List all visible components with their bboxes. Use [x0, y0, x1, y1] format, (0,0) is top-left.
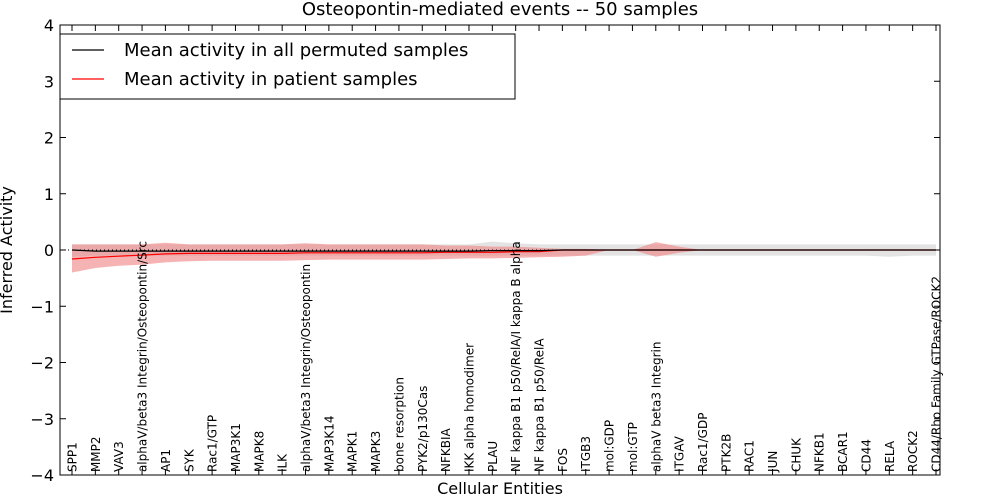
y-tick-label: 0	[44, 241, 54, 260]
category-label: NFKB1	[813, 432, 827, 472]
y-tick-label: 1	[44, 185, 54, 204]
x-axis-ticks	[71, 25, 937, 475]
x-axis-label: Cellular Entities	[437, 479, 563, 498]
legend-label-patient: Mean activity in patient samples	[124, 69, 418, 90]
category-label: AP1	[159, 449, 173, 472]
category-label: MAPK8	[252, 431, 266, 472]
legend-box	[59, 33, 516, 100]
y-tick-label: 3	[44, 72, 54, 91]
category-label: RELA	[883, 440, 897, 472]
category-labels: SPP1 MMP2 VAV3 alphaV/beta3 Integrin/Osteop…	[66, 241, 944, 473]
confidence-bands	[72, 241, 936, 273]
category-label: CHUK	[789, 437, 803, 472]
y-tick-label: −1	[30, 297, 54, 316]
category-label: RAC1	[743, 440, 757, 472]
y-axis-label: Inferred Activity	[0, 186, 16, 314]
category-label: VAV3	[112, 441, 126, 472]
category-label: PTK2B	[719, 434, 733, 472]
category-label: MAPK3	[369, 431, 383, 472]
category-label: PYK2/p130Cas	[416, 386, 430, 472]
category-label: bone resorption	[392, 377, 406, 472]
y-tick-label: −4	[30, 466, 54, 485]
series-line-0	[71, 249, 936, 252]
category-label: SYK	[182, 448, 196, 472]
category-label: alphaV/beta3 Integrin/Osteopontin	[299, 264, 313, 472]
legend: Mean activity in all permuted samples Me…	[59, 33, 516, 100]
y-tick-label: 2	[44, 129, 54, 148]
chart-title: Osteopontin-mediated events -- 50 sample…	[302, 0, 698, 20]
category-label: alphaV beta3 Integrin	[649, 341, 663, 472]
category-label: ILK	[276, 453, 290, 472]
category-label: mol:GTP	[626, 422, 640, 472]
category-label: MAPK1	[346, 431, 360, 472]
y-tick-label: −2	[30, 354, 54, 373]
category-label: ROCK2	[906, 430, 920, 472]
category-label: CD44/Rho Family GTPase/ROCK2	[930, 276, 944, 472]
category-label: PLAU	[486, 441, 500, 472]
y-axis-ticks: 4 3 2 1 0 −1 −2 −3 −4	[30, 16, 940, 485]
category-label: CD44	[859, 439, 873, 472]
legend-label-permuted: Mean activity in all permuted samples	[124, 40, 468, 61]
category-label: alphaV/beta3 Integrin/Osteopontin/Src	[136, 241, 150, 472]
category-label: BCAR1	[836, 431, 850, 472]
category-label: MAP3K14	[322, 415, 336, 472]
category-label: MAP3K1	[229, 423, 243, 472]
category-label: ITGB3	[579, 436, 593, 472]
category-label: NF kappa B1 p50/RelA/I kappa B alpha	[509, 241, 523, 472]
category-label: Rac1/GDP	[696, 413, 710, 472]
category-label: JUN	[766, 451, 780, 473]
category-label: SPP1	[66, 442, 80, 472]
y-tick-label: 4	[44, 16, 54, 35]
category-label: FOS	[556, 448, 570, 472]
category-label: ITGAV	[673, 435, 687, 472]
category-label: IKK alpha homodimer	[463, 343, 477, 472]
series-lines	[71, 249, 936, 260]
category-label: mol:GDP	[603, 420, 617, 472]
category-label: MMP2	[89, 436, 103, 472]
y-tick-label: −3	[30, 410, 54, 429]
category-label: NFKBIA	[439, 427, 453, 472]
category-label: Rac1/GTP	[206, 415, 220, 472]
category-label: NF kappa B1 p50/RelA	[533, 338, 547, 472]
